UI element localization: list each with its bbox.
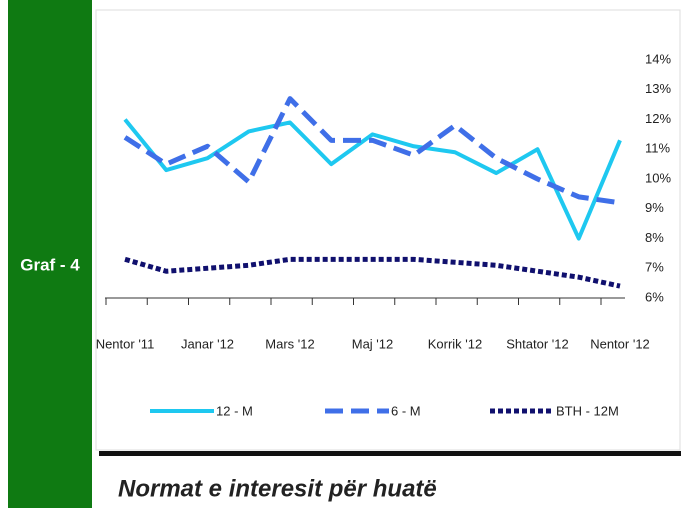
x-tick-label: Korrik '12 — [428, 336, 483, 351]
rule — [99, 451, 681, 456]
x-tick-label: Nentor '12 — [590, 336, 650, 351]
x-tick-label: Janar '12 — [181, 336, 234, 351]
panel-label: Graf - 4 — [20, 255, 80, 274]
series-line — [123, 118, 622, 241]
chart-panel — [95, 9, 681, 451]
legend-label: 12 - M — [216, 403, 253, 418]
chart-title: Normat e interesit për huatë — [118, 475, 437, 502]
x-tick-label: Shtator '12 — [506, 336, 568, 351]
y-tick-label: 7% — [645, 260, 664, 275]
y-tick-label: 6% — [645, 289, 664, 304]
legend-label: 6 - M — [391, 403, 421, 418]
y-tick-label: 14% — [645, 51, 671, 66]
y-tick-label: 12% — [645, 111, 671, 126]
y-tick-label: 9% — [645, 200, 664, 215]
y-tick-label: 13% — [645, 81, 671, 96]
sidebar — [8, 0, 92, 508]
x-tick-label: Nentor '11 — [96, 336, 155, 351]
y-tick-label: 8% — [645, 230, 664, 245]
series-line — [123, 96, 621, 206]
y-tick-label: 11% — [645, 141, 670, 156]
x-tick-label: Maj '12 — [352, 336, 394, 351]
y-tick-label: 10% — [645, 170, 671, 185]
series-line — [124, 256, 621, 289]
legend-label: BTH - 12M — [556, 403, 619, 418]
x-tick-label: Mars '12 — [265, 336, 314, 351]
